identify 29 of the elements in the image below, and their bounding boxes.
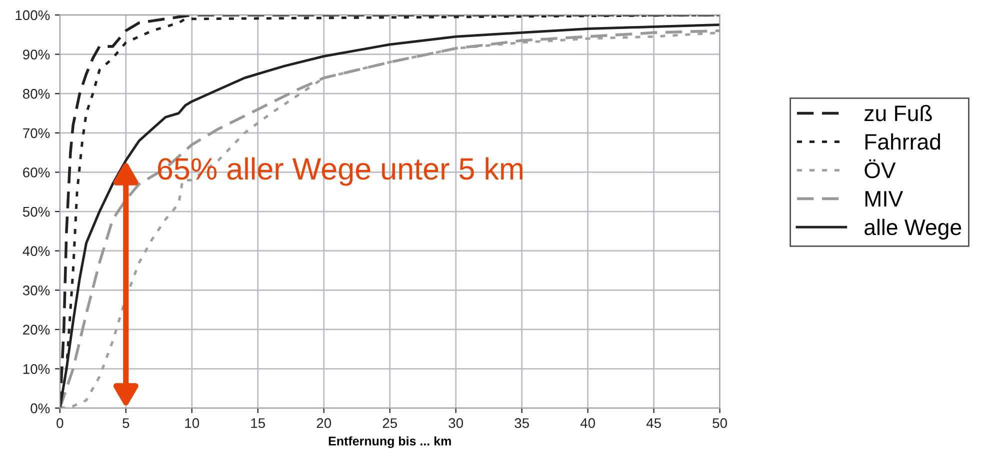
y-tick-label: 30% <box>22 285 50 296</box>
y-tick-label: 0% <box>30 403 50 414</box>
y-tick-label: 40% <box>22 246 50 256</box>
y-tick-label: 100% <box>16 10 50 20</box>
legend-label: zu Fuß <box>864 104 932 122</box>
y-tick-label: 70% <box>23 128 50 138</box>
y-tick-label: 80% <box>22 88 50 99</box>
x-axis-title: Entfernung bis ... km <box>328 436 451 448</box>
x-tick-label: 20 <box>316 418 332 428</box>
x-tick-label: 35 <box>514 418 529 428</box>
legend-label: Fahrrad <box>865 133 940 150</box>
y-tick-label: 90% <box>23 50 50 60</box>
y-tick-label: 60% <box>23 168 50 178</box>
y-tick-label: 20% <box>23 324 50 335</box>
legend-label: alle Wege <box>864 218 962 240</box>
legend-label: ÖV <box>864 159 896 178</box>
x-tick-label: 0 <box>56 418 64 428</box>
y-tick-label: 10% <box>23 364 50 374</box>
legend-label: MIV <box>865 191 904 206</box>
x-tick-label: 25 <box>382 418 397 428</box>
annotation: 65% aller Wege unter 5 km <box>158 157 522 186</box>
x-tick-label: 10 <box>185 418 200 428</box>
x-tick-label: 45 <box>646 418 661 428</box>
x-tick-label: 15 <box>251 418 266 428</box>
y-tick-label: 50% <box>22 206 50 217</box>
x-tick-label: 5 <box>122 418 130 428</box>
x-tick-label: 30 <box>448 418 464 428</box>
x-tick-label: 50 <box>712 418 727 428</box>
x-tick-label: 40 <box>580 418 596 428</box>
